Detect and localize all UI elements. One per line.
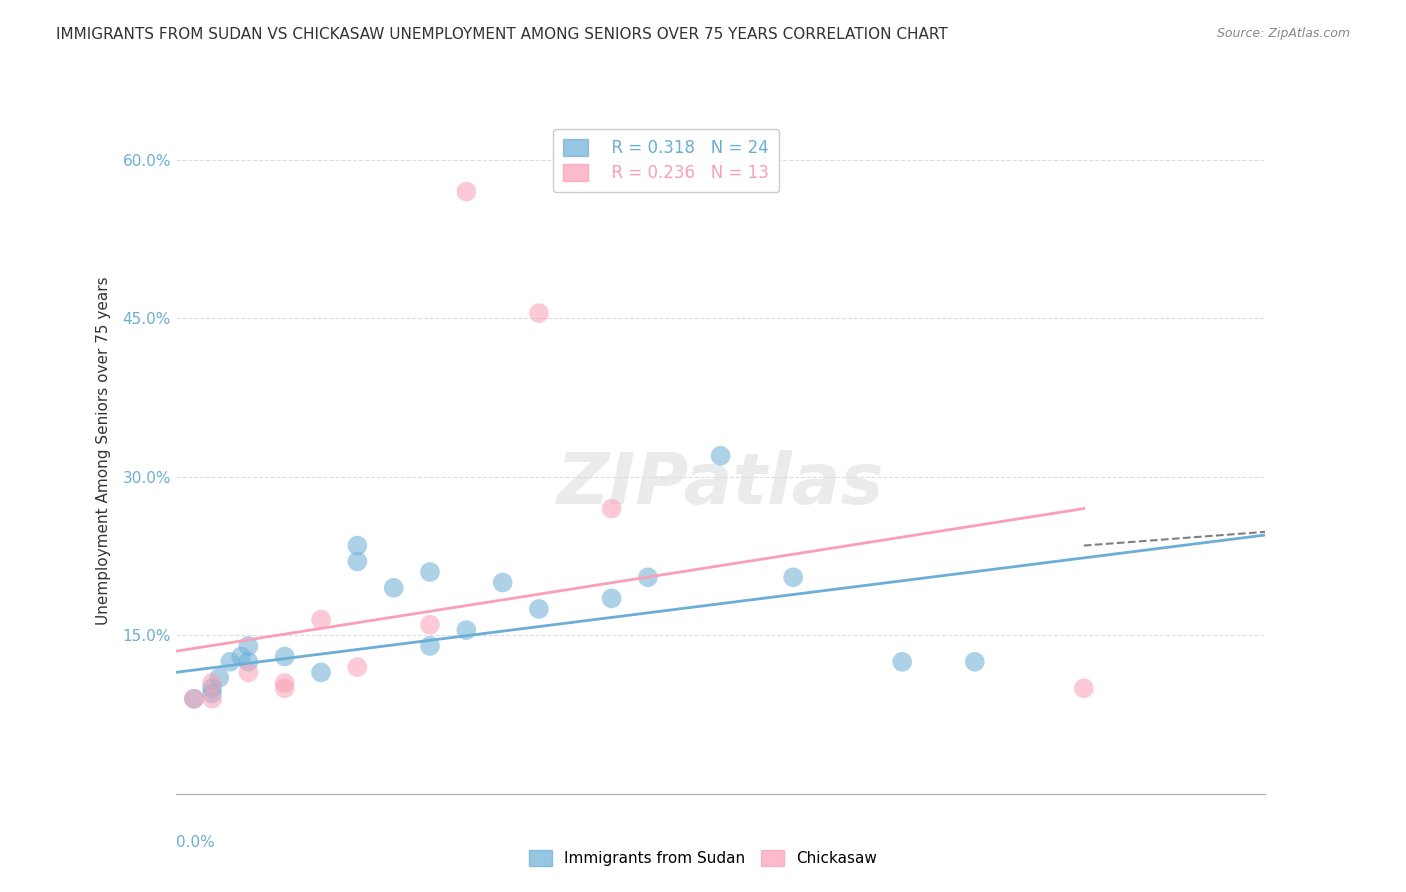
Point (419, 617, 441, 632)
Point (492, 575, 515, 590)
Legend:   R = 0.318   N = 24,   R = 0.236   N = 13: R = 0.318 N = 24, R = 0.236 N = 13 (553, 129, 779, 192)
Point (782, 570, 804, 584)
Point (238, 655, 260, 669)
Point (419, 639, 441, 653)
Point (346, 539, 368, 553)
Point (963, 655, 986, 669)
Point (382, 581, 405, 595)
Point (201, 676, 224, 690)
Point (891, 655, 914, 669)
Point (600, 591, 623, 606)
Point (183, 691, 205, 706)
Text: 0.0%: 0.0% (176, 835, 215, 850)
Point (238, 665, 260, 680)
Text: Source: ZipAtlas.com: Source: ZipAtlas.com (1216, 27, 1350, 40)
Point (238, 639, 260, 653)
Point (456, 623, 478, 637)
Point (231, 649, 253, 664)
Point (183, 691, 205, 706)
Point (201, 681, 224, 696)
Text: ZIPatlas: ZIPatlas (557, 450, 884, 519)
Point (527, 602, 550, 616)
Point (219, 655, 242, 669)
Y-axis label: Unemployment Among Seniors over 75 years: Unemployment Among Seniors over 75 years (96, 277, 111, 624)
Point (710, 449, 733, 463)
Point (346, 554, 368, 568)
Point (600, 501, 623, 516)
Point (208, 671, 231, 685)
Point (419, 565, 441, 579)
Point (637, 570, 659, 584)
Point (201, 691, 224, 706)
Point (274, 676, 297, 690)
Point (456, 185, 478, 199)
Point (201, 686, 224, 700)
Point (309, 665, 332, 680)
Point (309, 613, 332, 627)
Point (274, 649, 297, 664)
Point (527, 306, 550, 320)
Point (1073, 681, 1095, 696)
Legend: Immigrants from Sudan, Chickasaw: Immigrants from Sudan, Chickasaw (520, 841, 886, 875)
Text: IMMIGRANTS FROM SUDAN VS CHICKASAW UNEMPLOYMENT AMONG SENIORS OVER 75 YEARS CORR: IMMIGRANTS FROM SUDAN VS CHICKASAW UNEMP… (56, 27, 948, 42)
Point (346, 660, 368, 674)
Point (274, 681, 297, 696)
